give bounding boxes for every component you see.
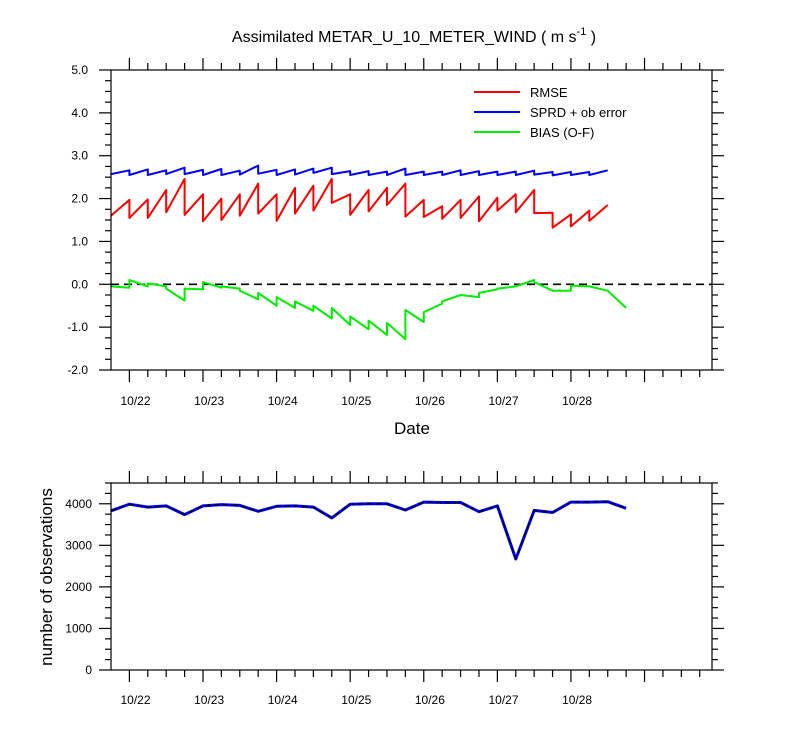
series-line-rmse [110, 177, 609, 229]
y-tick-label: 2000 [65, 580, 92, 594]
x-tick-label: 10/24 [268, 693, 298, 707]
y-tick-label: 1000 [65, 621, 92, 635]
x-tick-label: 10/22 [121, 693, 151, 707]
x-tick-label: 10/24 [268, 394, 298, 408]
y-tick-label: 4.0 [71, 106, 88, 120]
observations-possible-line [110, 500, 627, 561]
y-tick-label: 0.0 [71, 277, 88, 291]
x-tick-label: 10/27 [488, 394, 518, 408]
y-tick-label: 4000 [65, 497, 92, 511]
legend: RMSE SPRD + ob error BIAS (O-F) [474, 85, 627, 140]
y-tick-label: 3.0 [71, 149, 88, 163]
y-tick-label: 0 [85, 663, 92, 677]
x-tick-label: 10/28 [562, 394, 592, 408]
series-line-bias-o-f [110, 279, 627, 341]
x-tick-label: 10/27 [488, 693, 518, 707]
bottom-plot-frame [110, 482, 713, 671]
x-axis-title: Date [394, 419, 430, 438]
bottom-chart-panel: 10/22 10/23 10/24 10/25 10/26 10/27 10/28 0 100… [37, 471, 724, 707]
top-chart-panel: Assimilated METAR_U_10_METER_WIND ( m s-… [67, 26, 724, 438]
y-tick-label: 2.0 [71, 192, 88, 206]
x-tick-label: 10/25 [341, 693, 371, 707]
series-line-sprd-ob-error [110, 164, 608, 177]
y-tick-label: 5.0 [71, 63, 88, 77]
legend-label: BIAS (O-F) [530, 125, 594, 140]
legend-label: RMSE [530, 85, 568, 100]
y-tick-label: 3000 [65, 538, 92, 552]
chart-title: Assimilated METAR_U_10_METER_WIND ( m s-… [232, 26, 596, 46]
x-tick-label: 10/23 [194, 693, 224, 707]
y-axis-title: number of observations [37, 488, 56, 666]
x-tick-label: 10/26 [415, 394, 445, 408]
y-tick-label: 1.0 [71, 234, 88, 248]
y-tick-label: -2.0 [67, 363, 88, 377]
x-tick-label: 10/26 [415, 693, 445, 707]
x-tick-label: 10/23 [194, 394, 224, 408]
observations-used-line [110, 501, 627, 560]
legend-label: SPRD + ob error [530, 105, 627, 120]
x-tick-label: 10/28 [562, 693, 592, 707]
x-tick-label: 10/25 [341, 394, 371, 408]
x-tick-label: 10/22 [121, 394, 151, 408]
y-tick-label: -1.0 [67, 320, 88, 334]
